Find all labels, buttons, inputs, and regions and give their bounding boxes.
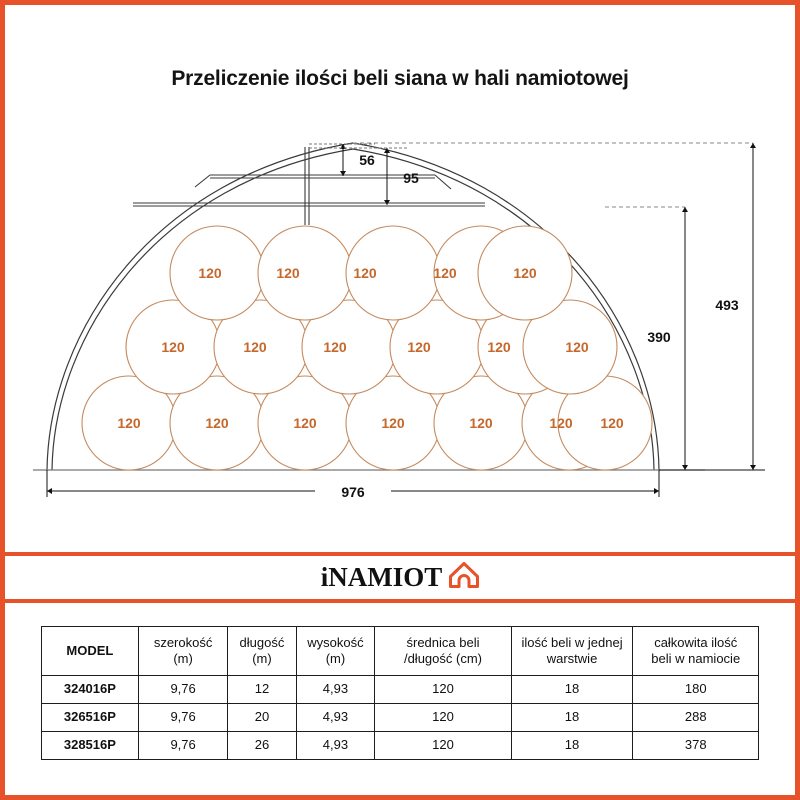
header-line-2: beli w namiocie bbox=[651, 651, 741, 666]
cell-bale-diameter: 120 bbox=[374, 703, 512, 732]
bale-label: 120 bbox=[549, 415, 573, 431]
tent-cross-section-diagram: 56 95 390 bbox=[5, 115, 795, 525]
bale-label: 120 bbox=[205, 415, 229, 431]
table-row: 328516P 9,76 26 4,93 120 18 378 bbox=[41, 731, 759, 760]
bale-label: 120 bbox=[433, 265, 457, 281]
table-row: 326516P 9,76 20 4,93 120 18 288 bbox=[41, 703, 759, 732]
cell-length: 12 bbox=[227, 675, 297, 704]
dimension-390 bbox=[682, 207, 688, 470]
bale-label: 120 bbox=[407, 339, 431, 355]
dimension-label-493: 493 bbox=[715, 297, 739, 313]
bale-row-middle-labels: 120 120 120 120 120 120 bbox=[161, 339, 589, 355]
cell-bales-per-layer: 18 bbox=[510, 731, 634, 760]
page-title: Przeliczenie ilości beli siana w hali na… bbox=[171, 67, 629, 90]
table-header-cell-length: długość (m) bbox=[227, 626, 297, 676]
specification-table-wrapper: MODEL szerokość (m) długość (m) wysokość… bbox=[41, 626, 759, 760]
header-line-2: warstwie bbox=[546, 651, 598, 666]
header-line-1: długość bbox=[239, 634, 285, 650]
cell-bales-per-layer: 18 bbox=[510, 703, 634, 732]
dimension-976 bbox=[46, 470, 660, 497]
dimension-493 bbox=[659, 143, 765, 471]
cell-bale-diameter: 120 bbox=[374, 731, 512, 760]
bale-circle bbox=[257, 225, 353, 321]
dimension-label-976: 976 bbox=[341, 484, 365, 500]
cell-width: 9,76 bbox=[137, 731, 229, 760]
dimension-label-95: 95 bbox=[403, 170, 419, 186]
table-header-cell-height: wysokość (m) bbox=[295, 626, 376, 676]
cell-model: 326516P bbox=[41, 703, 139, 732]
bale-label: 120 bbox=[117, 415, 141, 431]
bale-label: 120 bbox=[353, 265, 377, 281]
header-line-2: (m) bbox=[252, 651, 272, 666]
table-header-cell-total-bales: całkowita ilość beli w namiocie bbox=[632, 626, 759, 676]
brand-logo: iNAMIOT bbox=[5, 556, 795, 599]
bale-label: 120 bbox=[600, 415, 624, 431]
table-header-cell-model: MODEL bbox=[41, 626, 139, 676]
cell-total-bales: 378 bbox=[632, 731, 759, 760]
bale-label: 120 bbox=[381, 415, 405, 431]
header-line-1: wysokość bbox=[307, 634, 364, 650]
bale-row-top bbox=[169, 225, 573, 321]
bale-row-top-labels: 120 120 120 120 120 bbox=[198, 265, 537, 281]
bale-row-middle bbox=[125, 299, 618, 395]
tent-icon bbox=[449, 562, 480, 593]
table-header-row: MODEL szerokość (m) długość (m) wysokość… bbox=[41, 626, 759, 676]
table-header-cell-bales-per-layer: ilość beli w jednej warstwie bbox=[510, 626, 634, 676]
cell-width: 9,76 bbox=[137, 675, 229, 704]
dimension-label-390: 390 bbox=[647, 329, 671, 345]
cell-height: 4,93 bbox=[295, 703, 376, 732]
bale-label: 120 bbox=[565, 339, 589, 355]
bale-circle bbox=[477, 225, 573, 321]
cell-total-bales: 180 bbox=[632, 675, 759, 704]
cell-bale-diameter: 120 bbox=[374, 675, 512, 704]
cell-bales-per-layer: 18 bbox=[510, 675, 634, 704]
cell-width: 9,76 bbox=[137, 703, 229, 732]
specification-table: MODEL szerokość (m) długość (m) wysokość… bbox=[41, 626, 759, 760]
cell-model: 328516P bbox=[41, 731, 139, 760]
dimension-label-56: 56 bbox=[359, 152, 375, 168]
divider-rule-bottom bbox=[5, 599, 795, 603]
cell-length: 26 bbox=[227, 731, 297, 760]
cell-model: 324016P bbox=[41, 675, 139, 704]
header-line-1: średnica beli bbox=[406, 634, 480, 650]
cell-length: 20 bbox=[227, 703, 297, 732]
header-line-2: (m) bbox=[173, 651, 193, 666]
header-line-1: ilość beli w jednej bbox=[521, 634, 623, 650]
table-header-cell-bale-diameter: średnica beli /długość (cm) bbox=[374, 626, 512, 676]
tent-frame-members bbox=[133, 147, 485, 225]
bale-label: 120 bbox=[487, 339, 511, 355]
bale-label: 120 bbox=[293, 415, 317, 431]
logo-wordmark: iNAMIOT bbox=[320, 562, 443, 592]
cell-total-bales: 288 bbox=[632, 703, 759, 732]
header-line-2: /długość (cm) bbox=[403, 651, 482, 666]
bale-label: 120 bbox=[513, 265, 537, 281]
bale-label: 120 bbox=[323, 339, 347, 355]
header-line-1: MODEL bbox=[66, 642, 114, 658]
dimension-95 bbox=[309, 147, 409, 205]
header-line-1: całkowita ilość bbox=[654, 634, 738, 650]
bale-label: 120 bbox=[161, 339, 185, 355]
bale-label: 120 bbox=[243, 339, 267, 355]
dimension-extension-lines bbox=[353, 142, 753, 208]
table-header-cell-width: szerokość (m) bbox=[137, 626, 229, 676]
header-line-1: szerokość bbox=[153, 634, 213, 650]
bale-label: 120 bbox=[469, 415, 493, 431]
bale-label: 120 bbox=[198, 265, 222, 281]
bale-row-bottom-labels: 120 120 120 120 120 120 120 bbox=[117, 415, 624, 431]
header-line-2: (m) bbox=[325, 651, 346, 666]
cell-height: 4,93 bbox=[295, 675, 376, 704]
bale-circle bbox=[522, 299, 618, 395]
bale-label: 120 bbox=[276, 265, 300, 281]
cell-height: 4,93 bbox=[295, 731, 376, 760]
divider-rule-top bbox=[5, 552, 795, 556]
table-row: 324016P 9,76 12 4,93 120 18 180 bbox=[41, 675, 759, 704]
bale-row-bottom bbox=[81, 375, 653, 471]
